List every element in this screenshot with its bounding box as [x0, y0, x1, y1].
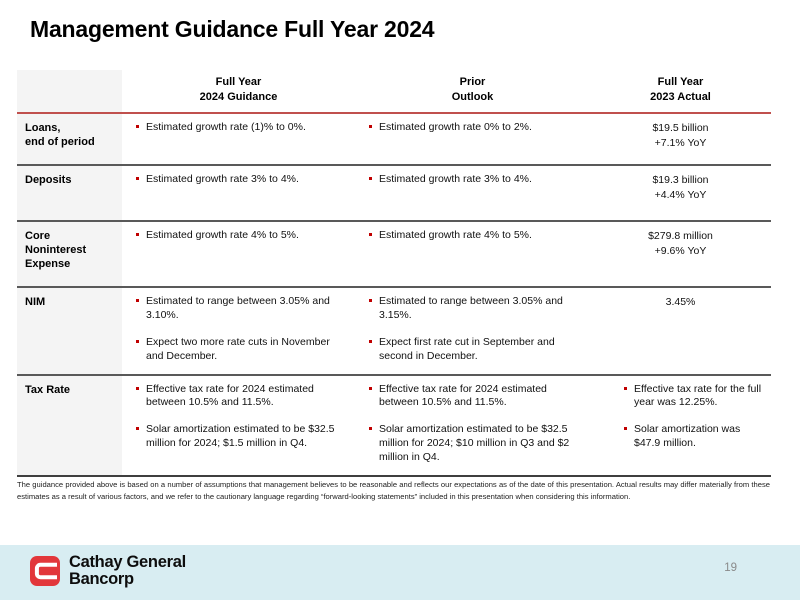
bullet-icon: [624, 427, 627, 431]
guidance-cell: Estimated to range between 3.05% and 3.1…: [122, 288, 355, 374]
bullet-item: Estimated to range between 3.05% and 3.1…: [369, 295, 578, 323]
bullet-item: Effective tax rate for 2024 estimated be…: [369, 383, 578, 411]
cathay-logo-icon: [30, 555, 60, 586]
bullet-item: Estimated growth rate 4% to 5%.: [136, 229, 335, 243]
bullet-icon: [136, 386, 139, 390]
guidance-cell: Estimated growth rate (1)% to 0%.: [122, 114, 355, 164]
row-label: Core Noninterest Expense: [17, 221, 122, 286]
table-header-row: Full Year 2024 Guidance Prior Outlook Fu…: [17, 70, 771, 114]
table-row-tax-rate: Tax Rate Effective tax rate for 2024 est…: [17, 373, 771, 476]
prior-outlook-cell: Estimated growth rate 3% to 4%.: [355, 166, 590, 220]
table-header-2023-actual: Full Year 2023 Actual: [650, 76, 711, 103]
bullet-icon: [369, 124, 372, 128]
table-header-prior-outlook: Prior Outlook: [451, 76, 494, 103]
bullet-text: Solar amortization estimated to be $32.5…: [379, 423, 570, 464]
row-label: Loans, end of period: [17, 113, 122, 164]
row-label: NIM: [17, 287, 122, 374]
row-label: Deposits: [17, 165, 122, 220]
bullet-item: Estimated to range between 3.05% and 3.1…: [136, 295, 335, 323]
footer-bar: Cathay General Bancorp 19: [0, 545, 800, 600]
bullet-icon: [369, 298, 372, 302]
table-row-loans: Loans, end of period Estimated growth ra…: [17, 113, 771, 164]
bullet-icon: [136, 298, 139, 302]
guidance-table: Full Year 2024 Guidance Prior Outlook Fu…: [17, 70, 771, 478]
bullet-text: Estimated to range between 3.05% and 3.1…: [146, 294, 330, 321]
bullet-text: Estimated growth rate (1)% to 0%.: [146, 120, 306, 133]
bullet-item: Effective tax rate for the full year was…: [624, 383, 769, 411]
bullet-item: Effective tax rate for 2024 estimated be…: [136, 383, 335, 411]
bullet-icon: [136, 176, 139, 180]
prior-outlook-cell: Estimated to range between 3.05% and 3.1…: [355, 288, 590, 374]
prior-outlook-cell: Estimated growth rate 4% to 5%.: [355, 222, 590, 286]
bullet-text: Estimated to range between 3.05% and 3.1…: [379, 294, 563, 321]
bullet-item: Solar amortization estimated to be $32.5…: [136, 423, 335, 451]
table-row-nim: NIM Estimated to range between 3.05% and…: [17, 285, 771, 374]
table-row-deposits: Deposits Estimated growth rate 3% to 4%.…: [17, 163, 771, 220]
bullet-text: Expect first rate cut in September and s…: [379, 335, 555, 362]
actual-cell: Effective tax rate for the full year was…: [590, 376, 771, 476]
guidance-cell: Estimated growth rate 4% to 5%.: [122, 222, 355, 286]
bullet-item: Estimated growth rate 0% to 2%.: [369, 121, 578, 135]
bullet-text: Estimated growth rate 3% to 4%.: [146, 172, 299, 185]
table-header-2024-guidance: Full Year 2024 Guidance: [199, 76, 278, 103]
bullet-item: Solar amortization was $47.9 million.: [624, 423, 769, 451]
page-title: Management Guidance Full Year 2024: [30, 16, 435, 42]
bullet-item: Estimated growth rate (1)% to 0%.: [136, 121, 335, 135]
table-body: Loans, end of period Estimated growth ra…: [17, 113, 771, 478]
bullet-text: Estimated growth rate 4% to 5%.: [146, 228, 299, 241]
guidance-cell: Effective tax rate for 2024 estimated be…: [122, 376, 355, 476]
bullet-icon: [369, 386, 372, 390]
actual-cell: $19.3 billion +4.4% YoY: [652, 173, 709, 201]
bullet-text: Estimated growth rate 3% to 4%.: [379, 172, 532, 185]
bullet-item: Estimated growth rate 3% to 4%.: [369, 173, 578, 187]
bullet-item: Solar amortization estimated to be $32.5…: [369, 423, 578, 465]
bullet-text: Effective tax rate for 2024 estimated be…: [146, 382, 314, 409]
disclaimer-footnote: The guidance provided above is based on …: [17, 480, 770, 501]
company-name: Cathay General Bancorp: [69, 553, 186, 588]
bullet-icon: [136, 124, 139, 128]
row-label: Tax Rate: [17, 375, 122, 476]
prior-outlook-cell: Effective tax rate for 2024 estimated be…: [355, 376, 590, 476]
company-logo: Cathay General Bancorp: [29, 554, 186, 588]
prior-outlook-cell: Estimated growth rate 0% to 2%.: [355, 114, 590, 164]
bullet-item: Expect first rate cut in September and s…: [369, 336, 578, 364]
bullet-item: Expect two more rate cuts in November an…: [136, 336, 335, 364]
bullet-icon: [136, 339, 139, 343]
actual-cell: $279.8 million +9.6% YoY: [648, 229, 713, 257]
bullet-text: Effective tax rate for the full year was…: [634, 382, 762, 409]
bullet-item: Estimated growth rate 3% to 4%.: [136, 173, 335, 187]
bullet-text: Solar amortization estimated to be $32.5…: [146, 423, 335, 450]
actual-cell: $19.5 billion +7.1% YoY: [652, 121, 709, 149]
bullet-text: Effective tax rate for 2024 estimated be…: [379, 382, 547, 409]
bullet-icon: [369, 427, 372, 431]
bullet-icon: [136, 427, 139, 431]
bullet-text: Estimated growth rate 4% to 5%.: [379, 228, 532, 241]
guidance-cell: Estimated growth rate 3% to 4%.: [122, 166, 355, 220]
bullet-icon: [624, 386, 627, 390]
bullet-icon: [369, 232, 372, 236]
bullet-text: Estimated growth rate 0% to 2%.: [379, 120, 532, 133]
actual-cell: 3.45%: [665, 295, 696, 308]
bullet-item: Estimated growth rate 4% to 5%.: [369, 229, 578, 243]
table-row-core-noninterest-expense: Core Noninterest Expense Estimated growt…: [17, 219, 771, 286]
bullet-text: Solar amortization was $47.9 million.: [634, 423, 741, 450]
bullet-icon: [369, 339, 372, 343]
bullet-icon: [136, 232, 139, 236]
bullet-text: Expect two more rate cuts in November an…: [146, 335, 330, 362]
bullet-icon: [369, 176, 372, 180]
page-number: 19: [724, 562, 737, 574]
table-header-corner: [17, 70, 122, 112]
